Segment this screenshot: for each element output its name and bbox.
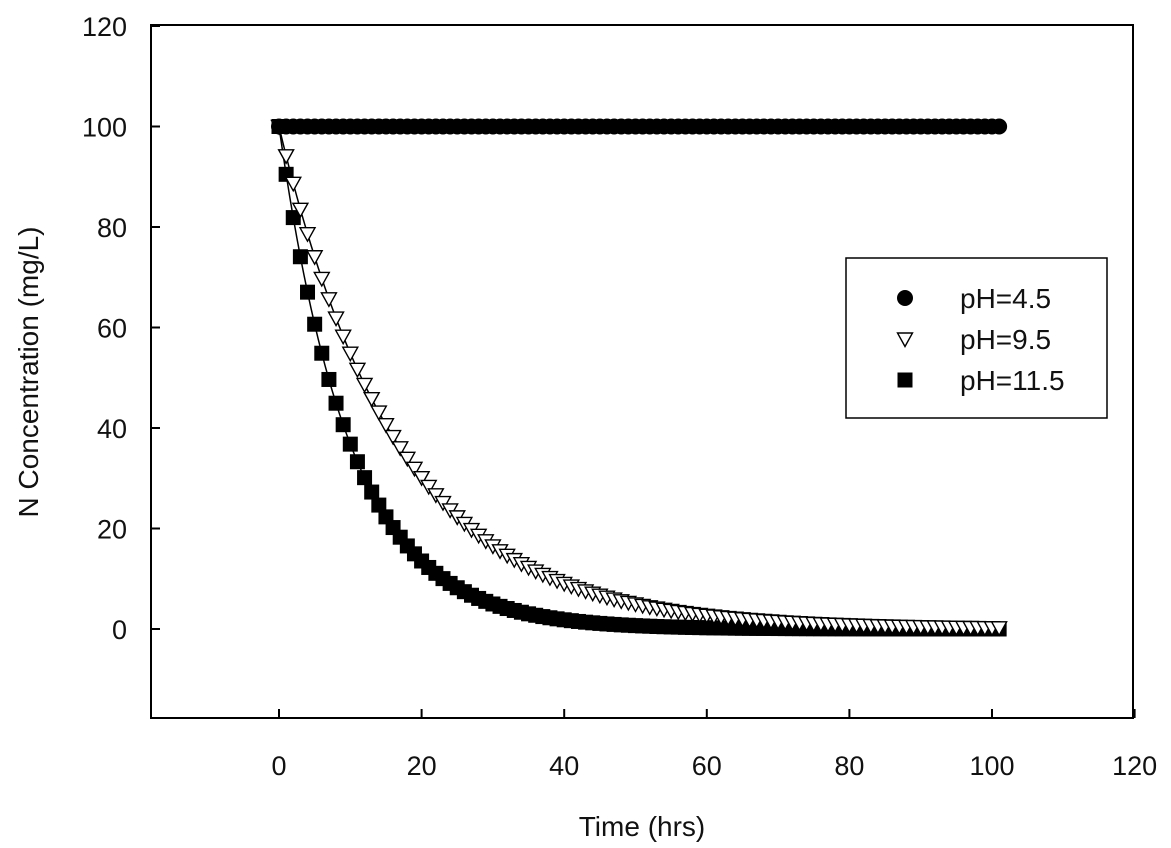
data-point — [991, 118, 1008, 135]
y-tick-label: 120 — [82, 12, 127, 42]
data-point — [349, 454, 365, 470]
legend-marker — [897, 372, 913, 388]
data-point — [398, 451, 417, 468]
data-point — [277, 149, 295, 165]
legend-label: pH=4.5 — [960, 283, 1051, 314]
data-point — [298, 227, 317, 243]
x-tick-label: 100 — [969, 751, 1014, 781]
data-point — [341, 346, 359, 363]
data-point — [284, 176, 302, 193]
data-point — [412, 470, 431, 487]
data-point — [990, 621, 1008, 637]
series-1-markers — [270, 119, 1008, 637]
legend: pH=4.5 pH=9.5 pH=11.5 — [845, 257, 1108, 419]
data-point — [292, 249, 308, 265]
data-point — [335, 417, 351, 433]
data-point — [364, 484, 380, 500]
data-point — [305, 250, 324, 266]
legend-box — [845, 257, 1108, 419]
x-tick-label: 0 — [271, 751, 286, 781]
data-point — [427, 488, 445, 504]
data-point — [420, 479, 438, 496]
legend-marker — [897, 290, 913, 306]
data-point — [363, 391, 381, 408]
x-tick-label: 40 — [549, 751, 579, 781]
data-point — [321, 371, 337, 387]
x-tick-label: 120 — [1112, 751, 1157, 781]
data-point — [307, 316, 323, 332]
data-point — [334, 329, 352, 346]
y-tick-label: 20 — [97, 515, 127, 545]
legend-marker — [896, 332, 914, 348]
x-axis: 0 20 40 60 80 100 120 — [271, 709, 1157, 781]
plot-area — [150, 24, 1134, 719]
data-point — [300, 284, 316, 300]
x-axis-title: Time (hrs) — [579, 811, 706, 842]
x-tick-label: 80 — [834, 751, 864, 781]
data-point — [327, 311, 345, 328]
data-point — [357, 470, 373, 486]
y-axis-title: N Concentration (mg/L) — [13, 226, 44, 517]
x-tick-label: 60 — [692, 751, 722, 781]
data-point — [384, 429, 402, 446]
data-point — [370, 405, 388, 422]
y-tick-label: 80 — [97, 213, 127, 243]
data-point — [314, 345, 330, 361]
data-point — [355, 377, 374, 394]
y-tick-label: 0 — [112, 615, 127, 645]
series-0-markers — [271, 118, 1008, 135]
y-axis: 0 20 40 60 80 100 120 — [82, 12, 160, 645]
data-point — [285, 210, 301, 226]
data-point — [342, 436, 358, 452]
data-point — [371, 497, 387, 513]
data-point — [348, 362, 367, 379]
data-point — [405, 461, 424, 478]
y-tick-label: 60 — [97, 314, 127, 344]
x-tick-label: 20 — [407, 751, 437, 781]
y-tick-label: 100 — [82, 113, 127, 143]
legend-label: pH=11.5 — [960, 365, 1065, 396]
data-point — [377, 417, 395, 434]
data-point — [313, 271, 331, 288]
legend-label: pH=9.5 — [960, 324, 1051, 355]
data-point — [328, 395, 344, 411]
y-tick-label: 40 — [97, 414, 127, 444]
data-point — [320, 292, 338, 308]
data-point — [391, 441, 409, 457]
data-markers — [270, 118, 1008, 637]
data-point — [291, 202, 310, 219]
